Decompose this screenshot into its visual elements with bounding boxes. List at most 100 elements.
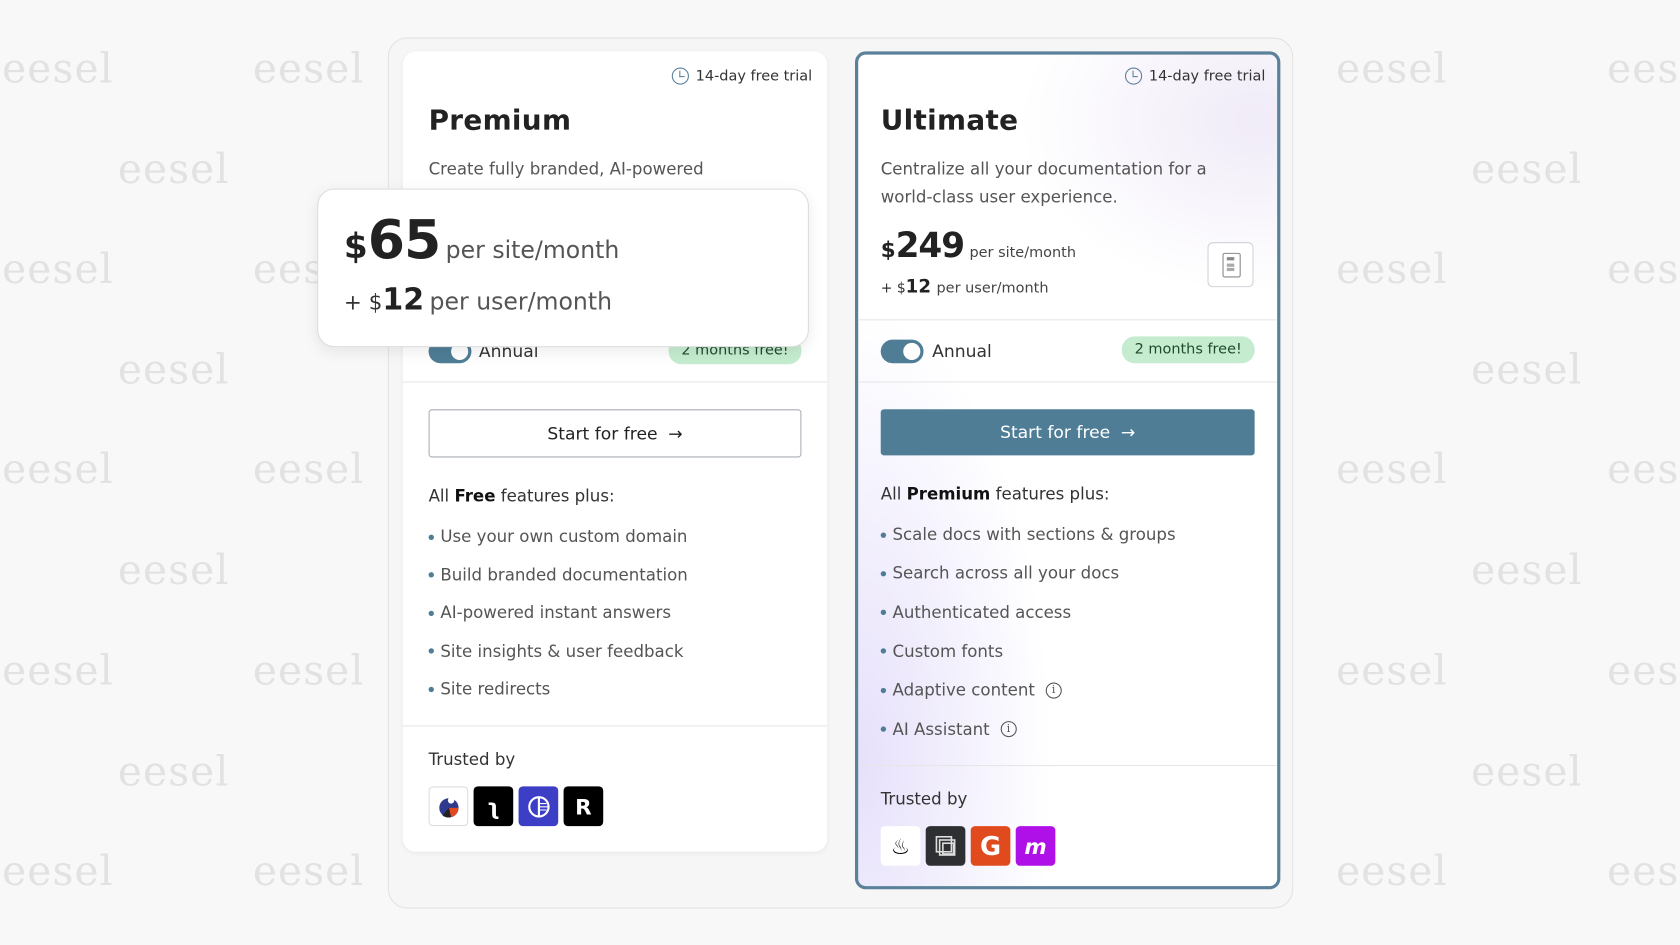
feature-item: Adaptive content i <box>880 680 1062 700</box>
feature-text: Scale docs with sections & groups <box>892 525 1176 545</box>
bullet-icon <box>428 572 434 578</box>
divider <box>858 381 1278 383</box>
feature-item: Custom fonts <box>880 641 1004 661</box>
site-price-value: 249 <box>895 225 965 266</box>
ultimate-start-button[interactable]: Start for free → <box>880 409 1255 456</box>
trial-text: 14-day free trial <box>1148 67 1266 85</box>
customer-logo-layers-icon <box>925 826 966 866</box>
eesel-watermark: eesel <box>2 245 114 293</box>
currency-symbol: $ <box>880 236 896 263</box>
ultimate-site-price: $249 per site/month <box>881 225 1076 266</box>
eesel-watermark: eesel <box>252 445 365 493</box>
feature-text: Use your own custom domain <box>440 527 688 547</box>
ultimate-trusted-by: Trusted by <box>880 789 968 809</box>
eesel-watermark: eesel <box>1336 245 1448 293</box>
bullet-icon <box>428 686 434 692</box>
calculator-icon[interactable] <box>1207 242 1254 288</box>
trial-text: 14-day free trial <box>695 67 813 85</box>
user-price-value: 12 <box>905 276 932 298</box>
customer-logo-globe-icon <box>518 786 559 827</box>
customer-logo-r-icon: R <box>563 786 604 827</box>
ultimate-annual-toggle[interactable] <box>880 339 924 364</box>
customer-logo-flame-icon: ♨ <box>880 826 921 866</box>
eesel-watermark: eesel <box>117 747 230 796</box>
user-price-unit: per user/month <box>936 279 1049 297</box>
eesel-watermark: eesel <box>252 45 365 93</box>
premium-price-popup: $65 per site/month + $12 per user/month <box>317 188 809 348</box>
eesel-watermark: eesel <box>1471 346 1583 394</box>
plus-currency: + $ <box>343 289 383 316</box>
eesel-watermark: eesel <box>1336 647 1448 695</box>
feature-item: Scale docs with sections & groups <box>880 525 1176 545</box>
premium-trusted-by: Trusted by <box>428 750 516 770</box>
eesel-watermark: eesel <box>2 45 114 93</box>
feature-text: AI-powered instant answers <box>440 603 672 623</box>
info-icon[interactable]: i <box>1000 721 1017 738</box>
arrow-right-icon: → <box>1120 422 1136 443</box>
premium-description: Create fully branded, AI-powered <box>428 159 704 179</box>
feature-text: Build branded documentation <box>440 565 688 585</box>
feature-item: Use your own custom domain <box>428 527 688 547</box>
eesel-watermark: eesel <box>252 847 365 895</box>
ultimate-annual-label: Annual <box>932 340 992 362</box>
ultimate-discount-badge: 2 months free! <box>1121 336 1255 364</box>
heading-prefix: All <box>428 486 450 506</box>
currency-symbol: $ <box>343 226 368 267</box>
site-price-value: 65 <box>367 208 441 272</box>
bullet-icon <box>880 726 887 732</box>
heading-tier: Premium <box>906 484 991 504</box>
eesel-watermark: eesel <box>1471 546 1583 594</box>
eesel-watermark: eesel <box>1336 847 1448 895</box>
eesel-watermark: eesel <box>2 445 114 493</box>
divider <box>402 725 828 727</box>
premium-features-heading: All Free features plus: <box>429 486 615 505</box>
heading-suffix: features plus: <box>500 486 615 506</box>
plus-currency: + $ <box>880 280 906 297</box>
bullet-icon <box>428 610 434 616</box>
customer-logo-pie-icon <box>428 786 469 827</box>
divider <box>858 765 1278 767</box>
bullet-icon <box>880 570 887 577</box>
button-label: Start for free <box>1000 422 1111 443</box>
bullet-icon <box>428 648 434 654</box>
eesel-watermark: eesel <box>252 647 365 695</box>
eesel-watermark: eesel <box>2 847 114 895</box>
premium-title: Premium <box>428 105 572 138</box>
user-price-unit: per user/month <box>429 289 613 317</box>
feature-text: Site insights & user feedback <box>440 641 684 661</box>
feature-text: Authenticated access <box>892 602 1072 623</box>
ultimate-features-heading: All Premium features plus: <box>881 484 1110 503</box>
ultimate-trial-label: 14-day free trial <box>1125 67 1266 85</box>
eesel-watermark: eesel <box>1336 45 1448 93</box>
info-icon[interactable]: i <box>1045 682 1062 699</box>
feature-item: Site insights & user feedback <box>428 641 684 661</box>
eesel-watermark: eesel <box>1607 45 1680 93</box>
eesel-watermark: eesel <box>1336 445 1448 493</box>
customer-logo-g-icon: G <box>970 826 1011 866</box>
clock-icon <box>1125 67 1143 85</box>
bullet-icon <box>880 531 887 538</box>
user-price-value: 12 <box>382 281 425 318</box>
bullet-icon <box>428 534 434 540</box>
feature-text: Adaptive content <box>892 680 1035 700</box>
user-price: + $12 per user/month <box>344 282 612 317</box>
divider <box>858 319 1278 321</box>
site-price: $65 per site/month <box>344 209 619 271</box>
feature-text: AI Assistant <box>892 719 990 739</box>
eesel-watermark: eesel <box>1471 145 1583 193</box>
ultimate-user-price: + $12 per user/month <box>881 276 1049 297</box>
feature-item: Search across all your docs <box>880 564 1119 583</box>
clock-icon <box>672 67 690 85</box>
heading-suffix: features plus: <box>995 484 1110 504</box>
feature-item: AI-powered instant answers <box>428 603 672 623</box>
button-label: Start for free <box>547 423 658 444</box>
eesel-watermark: eesel <box>1607 445 1680 493</box>
feature-item: AI Assistant i <box>880 719 1017 739</box>
feature-text: Custom fonts <box>892 641 1004 661</box>
eesel-watermark: eesel <box>117 346 230 394</box>
premium-trial-label: 14-day free trial <box>672 67 813 85</box>
ultimate-customer-logos: ♨ G m <box>880 826 1056 866</box>
arrow-right-icon: → <box>668 423 683 444</box>
premium-start-button[interactable]: Start for free → <box>428 409 802 458</box>
